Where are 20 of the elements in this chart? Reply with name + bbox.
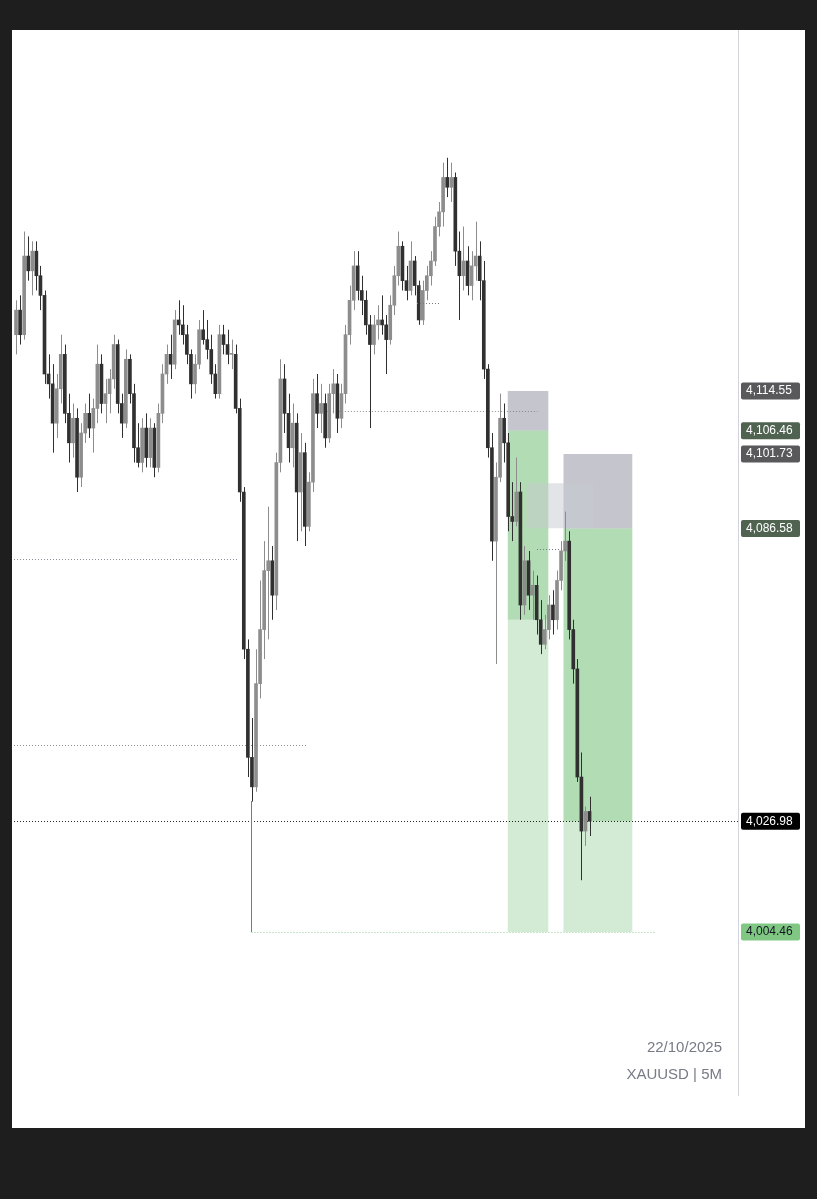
y-tick-label: 4,114.55: [746, 383, 793, 398]
candlestick: [87, 393, 92, 439]
candlestick: [201, 309, 205, 346]
candlestick: [319, 383, 323, 434]
y-tick-label: 4,106.46: [746, 423, 794, 438]
candlestick: [449, 162, 454, 203]
candlestick: [372, 314, 376, 355]
candlestick: [176, 299, 181, 336]
y-tick-label: 4,086.58: [746, 520, 794, 535]
annotation: 22/10/2025: [645, 1037, 722, 1057]
candlestick: [229, 339, 234, 370]
y-tick-label: 4,101.73: [746, 446, 794, 461]
y-tick-label: 4,026.98: [746, 813, 794, 828]
annotation: XAUUSD | 5M: [626, 1064, 722, 1084]
candlestick: [380, 294, 384, 336]
candlestick: [26, 235, 31, 282]
candlestick: [445, 157, 450, 198]
y-tick-label: 4,004.46: [746, 924, 794, 939]
candlestick: [315, 373, 319, 429]
candlestick: [551, 589, 555, 635]
